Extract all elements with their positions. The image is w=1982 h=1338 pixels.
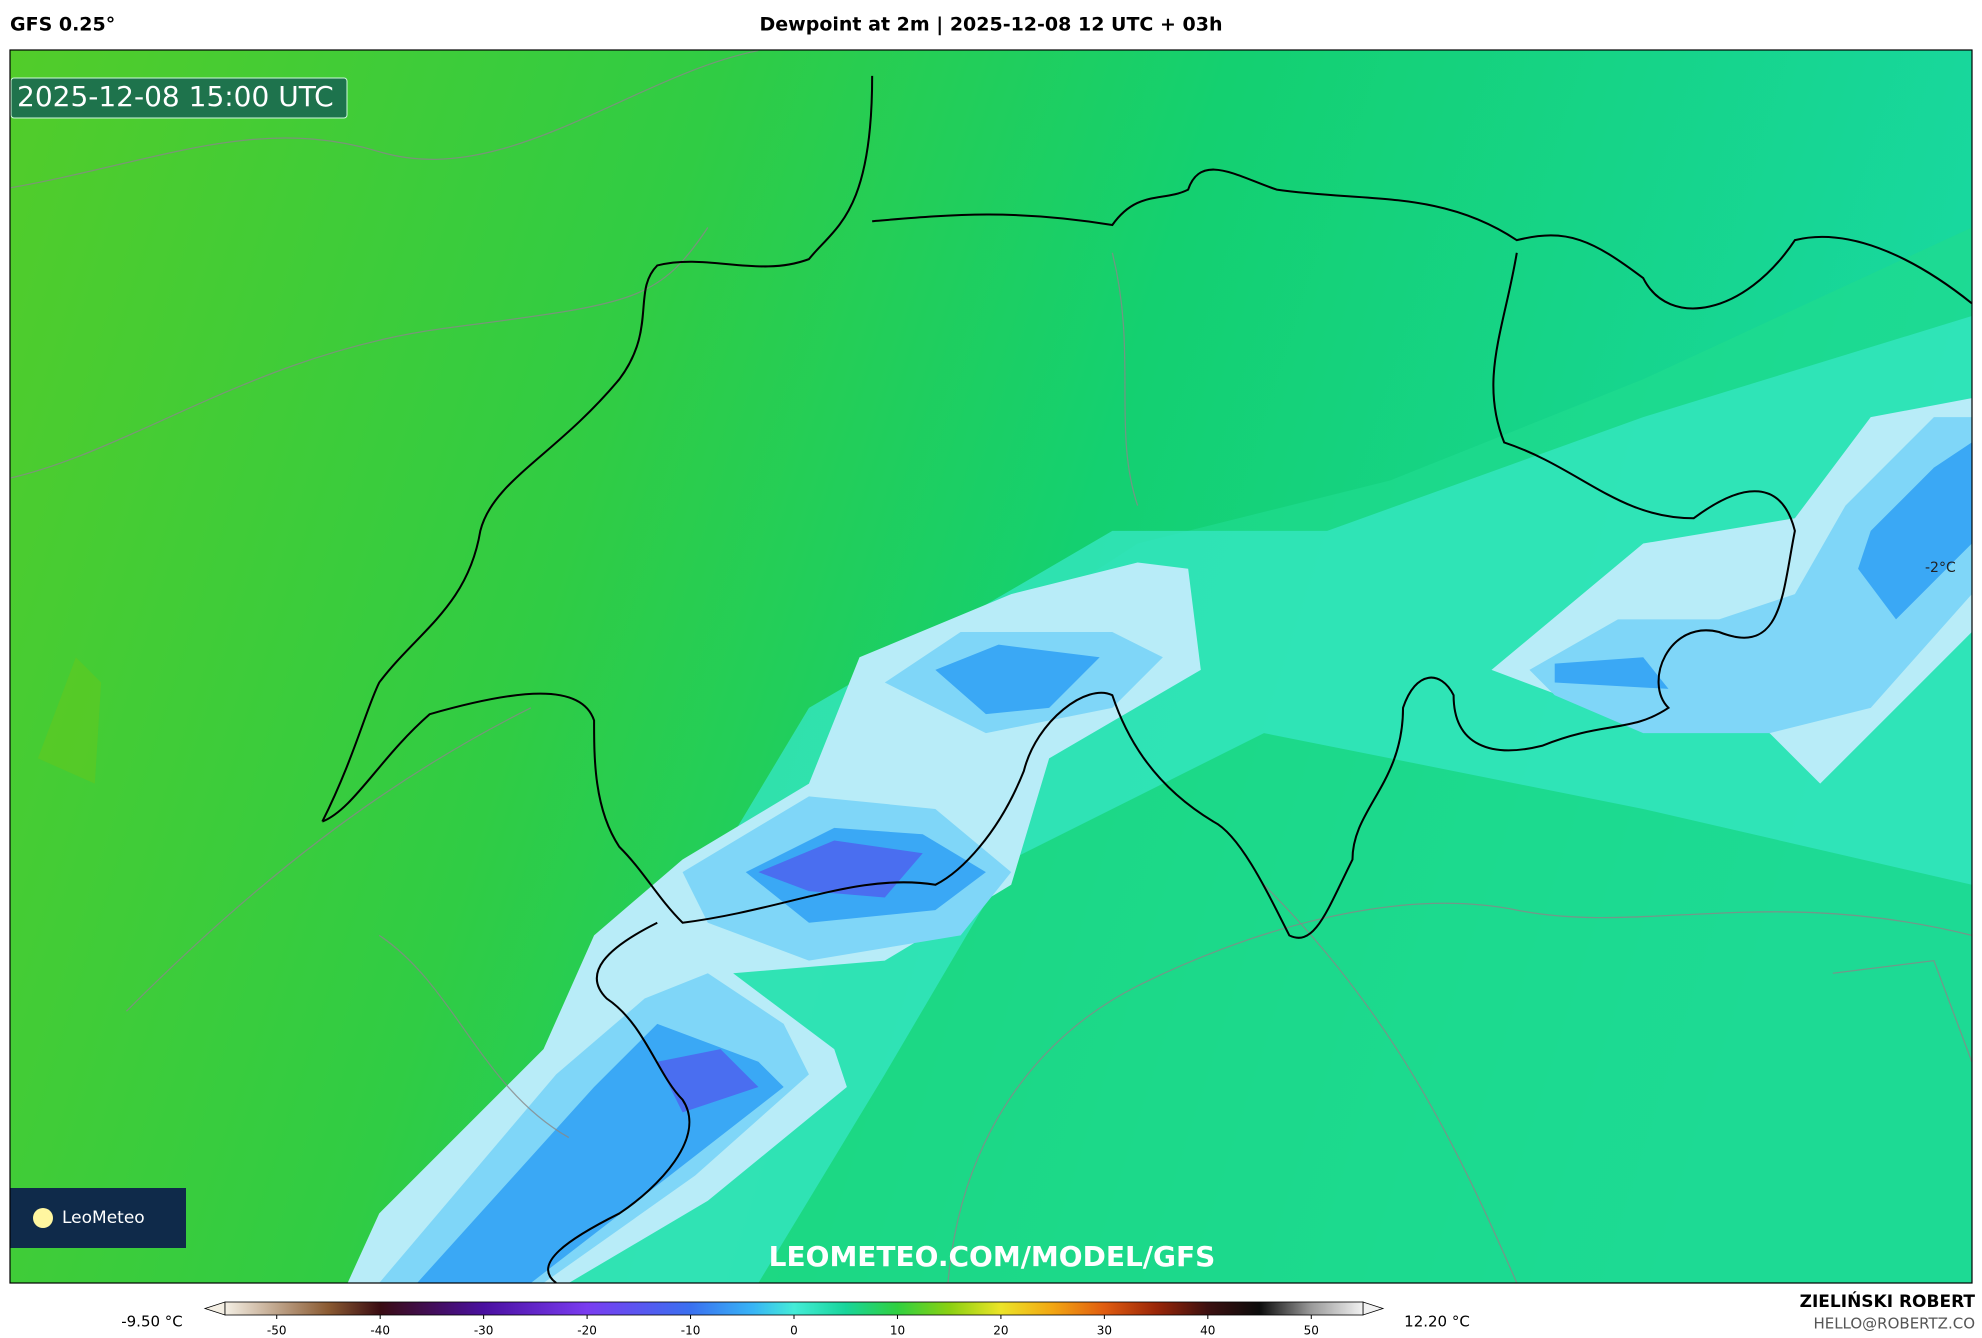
- logo-sun: [33, 1208, 53, 1228]
- credit-name: ZIELIŃSKI ROBERT: [1800, 1290, 1976, 1312]
- colorbar-tick-label: 50: [1304, 1324, 1319, 1338]
- colorbar-max: 12.20 °C: [1404, 1313, 1470, 1331]
- colorbar-min: -9.50 °C: [121, 1313, 183, 1331]
- colorbar-tick-label: -20: [577, 1324, 597, 1338]
- colorbar-tick-label: 10: [890, 1324, 905, 1338]
- map-title: Dewpoint at 2m | 2025-12-08 12 UTC + 03h: [760, 14, 1223, 36]
- colorbar-tick-label: 30: [1097, 1324, 1112, 1338]
- contour-label: -2°C: [1925, 560, 1956, 576]
- colorbar: -50 -40 -30 -20 -10 0 10 20 30 40 50: [203, 1301, 1385, 1338]
- colorbar-tick-label: -30: [474, 1324, 494, 1338]
- colorbar-tick-label: 40: [1200, 1324, 1215, 1338]
- timestamp: 2025-12-08 15:00 UTC: [17, 80, 334, 113]
- colorbar-low-arrow: [203, 1301, 226, 1316]
- colorbar-tick-label: -40: [370, 1324, 390, 1338]
- colorbar-high-arrow: [1362, 1301, 1385, 1316]
- model-label: GFS 0.25°: [10, 14, 115, 36]
- map-frame: [9, 49, 1973, 1284]
- colorbar-tick-label: -10: [681, 1324, 701, 1338]
- colorbar-tick-label: 0: [790, 1324, 798, 1338]
- colorbar-tick-label: 20: [993, 1324, 1008, 1338]
- credit-email: HELLO@ROBERTZ.CO: [1813, 1315, 1975, 1333]
- colorbar-tick-label: -50: [267, 1324, 287, 1338]
- logo: LeoMeteo: [62, 1208, 145, 1228]
- watermark: LEOMETEO.COM/MODEL/GFS: [769, 1240, 1216, 1273]
- map: 2025-12-08 15:00 UTC -2°C LeoMeteo LEOME…: [10, 50, 1972, 1283]
- colorbar-bar: [224, 1301, 1364, 1316]
